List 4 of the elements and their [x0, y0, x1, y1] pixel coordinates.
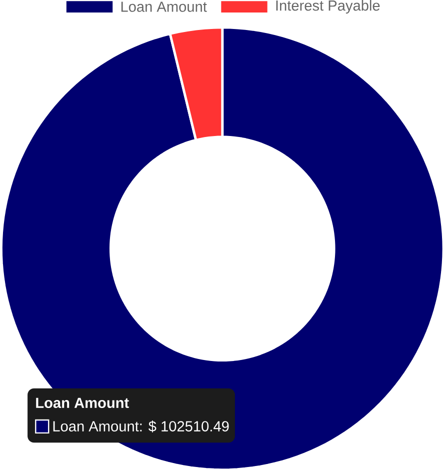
text: Loan Amount: [36, 398, 130, 408]
text: Loan Amount: $ 102510.49: [53, 420, 229, 432]
legend-label: Interest Payable: [276, 0, 380, 14]
legend-label: Loan Amount: [122, 2, 207, 12]
